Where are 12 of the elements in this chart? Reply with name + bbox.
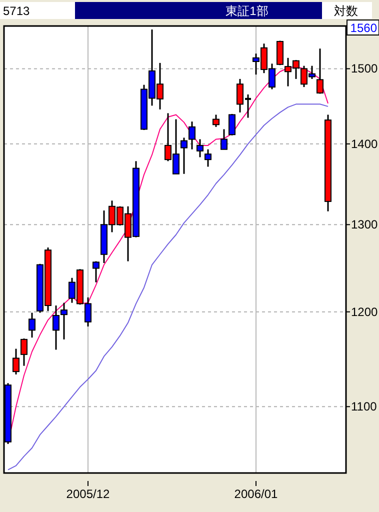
- x-tick-label: 2005/12: [66, 487, 110, 501]
- line-series: [8, 104, 328, 470]
- x-tick-label: 2006/01: [234, 487, 278, 501]
- y-tick-label: 1500: [351, 62, 378, 76]
- y-tick-label: 1300: [351, 218, 378, 232]
- chart-title: 5713: [3, 4, 30, 18]
- y-tick-label: 1200: [351, 304, 378, 319]
- chart-subtitle: 東証1部: [226, 4, 268, 18]
- y-tick-label: 1100: [351, 400, 378, 414]
- y-tick-label: 1560: [350, 21, 378, 35]
- y-tick-label: 1400: [351, 136, 378, 151]
- text: 対数: [334, 4, 358, 18]
